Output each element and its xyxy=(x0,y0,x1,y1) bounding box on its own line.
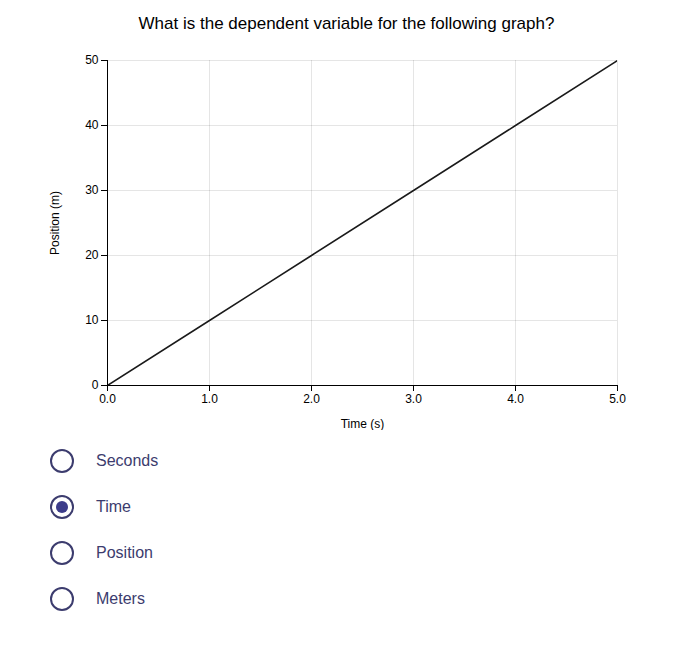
svg-text:Position (m): Position (m) xyxy=(48,191,62,255)
html-text:Position: Position xyxy=(96,544,153,561)
svg-text:20: 20 xyxy=(85,248,99,262)
svg-text:0.0: 0.0 xyxy=(99,392,116,406)
svg-text:3.0: 3.0 xyxy=(405,392,422,406)
svg-text:5.0: 5.0 xyxy=(609,392,626,406)
svg-text:4.0: 4.0 xyxy=(507,392,524,406)
html-text:Meters: Meters xyxy=(96,590,145,607)
svg-text:Time (s): Time (s) xyxy=(340,417,384,431)
svg-text:1.0: 1.0 xyxy=(201,392,218,406)
svg-text:50: 50 xyxy=(85,53,99,67)
svg-text:10: 10 xyxy=(85,313,99,327)
svg-text:30: 30 xyxy=(85,183,99,197)
html-text:What is the dependent variable: What is the dependent variable for the f… xyxy=(138,14,555,33)
svg-text:2.0: 2.0 xyxy=(303,392,320,406)
html-text:Time: Time xyxy=(96,498,131,515)
html-text:Seconds: Seconds xyxy=(96,452,159,469)
svg-text:40: 40 xyxy=(85,118,99,132)
svg-text:0: 0 xyxy=(91,378,98,392)
